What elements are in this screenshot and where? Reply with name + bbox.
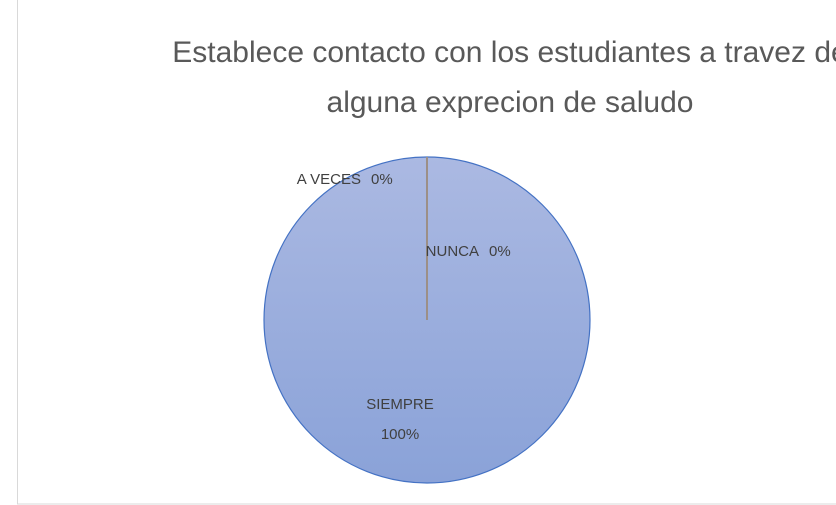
data-label-category: NUNCA (426, 243, 479, 260)
chart-frame (17, 0, 836, 505)
data-label-value: 100% (381, 426, 419, 443)
data-label-value: 0% (371, 171, 393, 188)
chart-title: Establece contacto con los estudiantes a… (172, 36, 836, 119)
data-label-value: 0% (489, 243, 511, 260)
data-label-category: SIEMPRE (366, 396, 434, 413)
data-label-category: A VECES (297, 171, 361, 188)
